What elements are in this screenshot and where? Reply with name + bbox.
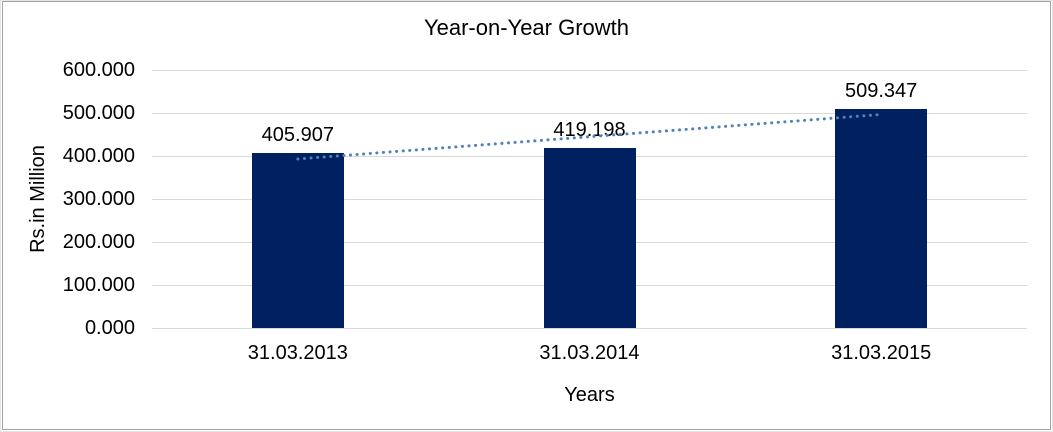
x-category-label: 31.03.2014 — [539, 342, 640, 364]
y-tick-label: 600.000 — [62, 59, 135, 81]
chart-title: Year-on-Year Growth — [423, 15, 630, 40]
bar — [543, 147, 636, 328]
bar-value-label: 405.907 — [261, 124, 334, 147]
x-category-label: 31.03.2013 — [247, 342, 348, 364]
gridline — [152, 69, 1027, 71]
bar-value-label: 509.347 — [845, 79, 918, 102]
bar — [251, 153, 344, 328]
x-category-label: 31.03.2015 — [831, 342, 932, 364]
y-tick-label: 300.000 — [62, 188, 135, 210]
x-axis-title: Years — [564, 384, 615, 406]
y-tick-label: 100.000 — [62, 274, 135, 296]
y-tick-label: 200.000 — [62, 231, 135, 253]
gridline — [152, 327, 1027, 329]
bar — [835, 108, 928, 328]
y-tick-label: 0.000 — [84, 317, 135, 339]
y-tick-label: 400.000 — [62, 145, 135, 167]
bar-value-label: 419.198 — [553, 118, 626, 141]
y-tick-label: 500.000 — [62, 102, 135, 124]
